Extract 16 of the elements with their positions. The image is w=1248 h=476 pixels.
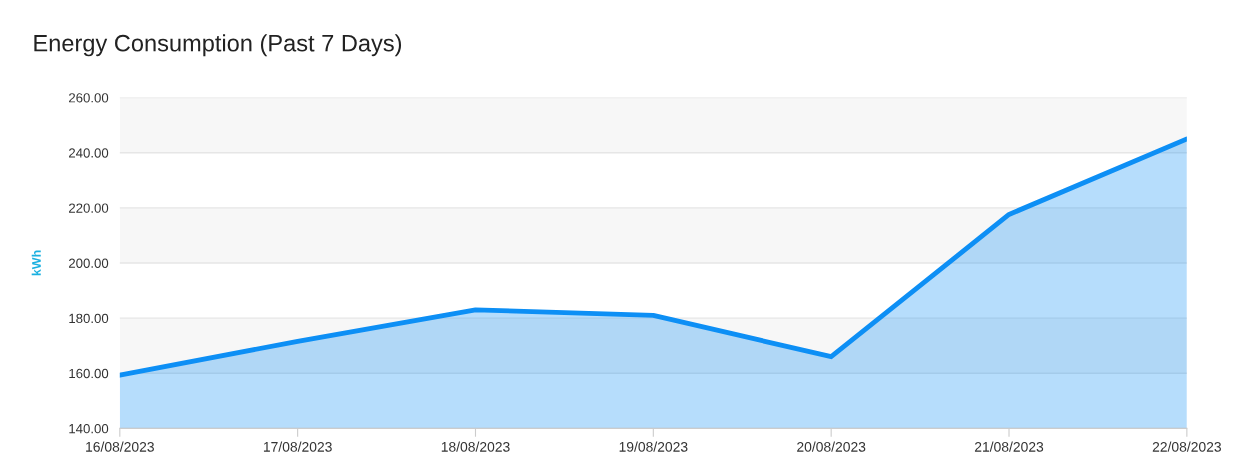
chart-title: Energy Consumption (Past 7 Days) [34,34,402,57]
y-tick-label: 220.00 [69,203,109,213]
y-axis-title: kWh [31,250,41,276]
x-tick-label: 17/08/2023 [263,441,332,452]
y-tick-label: 260.00 [69,93,109,103]
y-tick-label: 200.00 [69,258,109,268]
y-tick-label: 160.00 [69,368,109,379]
x-tick-label: 22/08/2023 [1152,441,1221,452]
x-tick-label: 18/08/2023 [441,441,510,452]
y-tick-label: 180.00 [69,313,109,324]
x-tick-label: 20/08/2023 [797,441,866,452]
y-tick-label: 240.00 [69,148,109,158]
x-tick-label: 21/08/2023 [974,441,1044,452]
x-tick-label: 19/08/2023 [619,441,688,452]
y-tick-label: 140.00 [69,423,109,434]
x-tick-label: 16/08/2023 [86,441,154,452]
